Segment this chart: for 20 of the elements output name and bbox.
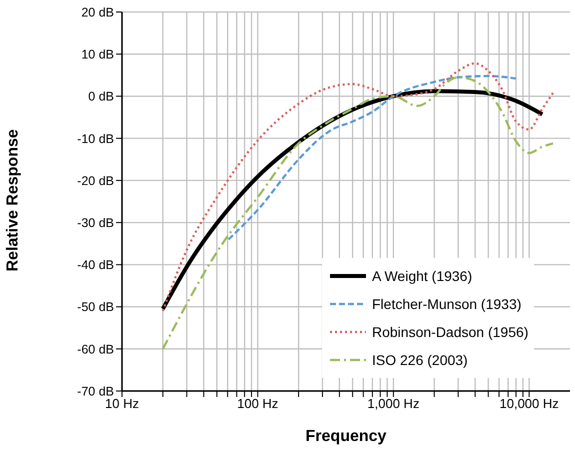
y-tick-label: -50 dB	[77, 300, 114, 314]
y-tick-label: -70 dB	[77, 384, 114, 398]
y-tick-label: -40 dB	[77, 258, 114, 272]
y-tick-label: 10 dB	[81, 48, 114, 62]
y-tick-label: -20 dB	[77, 174, 114, 188]
legend-label: Robinson-Dadson (1956)	[372, 324, 528, 340]
legend-label: Fletcher-Munson (1933)	[372, 296, 522, 312]
y-tick-label: 0 dB	[88, 90, 114, 104]
x-tick-label: 1,000 Hz	[367, 396, 420, 412]
x-tick-label: 100 Hz	[237, 396, 278, 412]
y-tick-label: 20 dB	[81, 5, 114, 20]
y-tick-label: -10 dB	[77, 132, 114, 146]
x-axis-title: Frequency	[306, 428, 387, 445]
x-tick-label: 10 Hz	[105, 396, 139, 412]
legend-label: ISO 226 (2003)	[372, 352, 468, 368]
y-tick-label: -60 dB	[77, 342, 114, 356]
y-axis-title: Relative Response	[4, 129, 22, 272]
x-tick-label: 10,000 Hz	[500, 396, 559, 412]
y-tick-label: -30 dB	[77, 216, 114, 230]
legend-label: A Weight (1936)	[372, 268, 472, 284]
